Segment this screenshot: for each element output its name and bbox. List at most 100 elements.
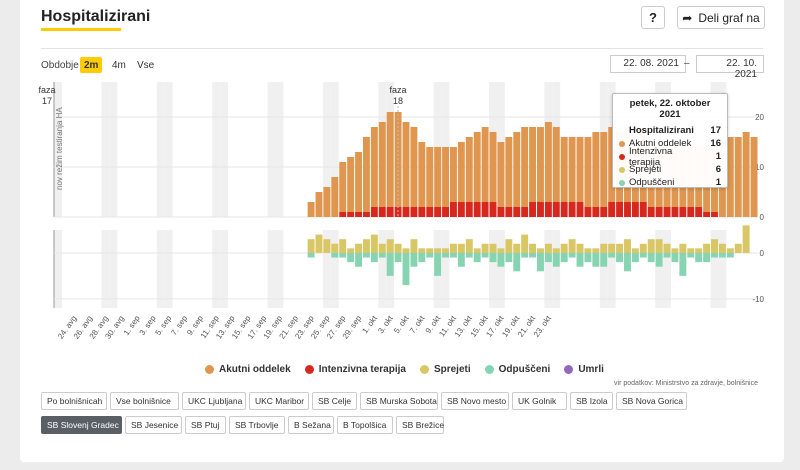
bar-acute	[489, 132, 497, 202]
bar-intensive	[663, 207, 671, 217]
period-4m-button[interactable]: 4m	[108, 57, 130, 73]
hospital-button[interactable]: SB Murska Sobota	[360, 392, 438, 410]
hospital-button[interactable]: B Topolšica	[337, 416, 393, 434]
weekend-band	[275, 82, 284, 217]
bar-discharged	[639, 252, 647, 258]
bar-admitted	[655, 239, 663, 253]
legend-item[interactable]: Odpuščeni	[484, 364, 550, 375]
hospital-button[interactable]: B Sežana	[288, 416, 334, 434]
bar-discharged	[576, 252, 584, 267]
tooltip-row: Odpuščeni 1	[619, 176, 721, 189]
period-all-button[interactable]: Vse	[133, 57, 158, 73]
weekend-band	[212, 230, 221, 308]
period-2m-button[interactable]: 2m	[80, 57, 103, 73]
bar-intensive	[576, 202, 584, 217]
hospital-button[interactable]: Vse bolnišnice	[110, 392, 179, 410]
bar-intensive	[410, 207, 418, 217]
page-title: Hospitalizirani	[41, 8, 151, 25]
bar-acute	[529, 127, 537, 202]
bar-acute	[544, 122, 552, 202]
bar-intensive	[592, 207, 600, 217]
hospital-button[interactable]: UKC Ljubljana	[182, 392, 246, 410]
hospital-button[interactable]: SB Celje	[312, 392, 357, 410]
bar-admitted	[576, 243, 584, 253]
weekend-band	[54, 230, 62, 308]
date-to-input[interactable]: 22. 10. 2021	[696, 55, 764, 80]
bar-admitted	[552, 248, 560, 253]
hospital-button[interactable]: SB Slovenj Gradec	[41, 416, 122, 434]
hospital-button[interactable]: SB Izola	[570, 392, 613, 410]
hospital-button[interactable]: Po bolnišnicah	[41, 392, 107, 410]
bar-acute	[402, 122, 410, 207]
bar-admitted	[687, 248, 695, 253]
bar-admitted	[434, 248, 442, 253]
hospital-button[interactable]: UKC Maribor	[249, 392, 309, 410]
weekend-band	[267, 230, 276, 308]
bar-discharged	[442, 252, 450, 258]
bar-intensive	[537, 202, 544, 217]
bar-acute	[560, 137, 568, 202]
hospital-button[interactable]: SB Nova Gorica	[616, 392, 687, 410]
bar-acute	[734, 137, 742, 217]
hospital-button[interactable]: SB Novo mesto	[441, 392, 509, 410]
bar-intensive	[568, 202, 576, 217]
bar-discharged	[394, 252, 402, 263]
legend-item[interactable]: Akutni oddelek	[205, 364, 291, 375]
bar-acute	[386, 112, 394, 207]
bar-discharged	[434, 252, 442, 276]
weekend-band	[330, 82, 339, 217]
bar-acute	[450, 147, 457, 202]
weekend-band	[101, 82, 110, 217]
bar-admitted	[347, 248, 355, 253]
bar-admitted	[616, 243, 624, 253]
bar-intensive	[442, 207, 450, 217]
bar-admitted	[679, 243, 687, 253]
weekend-band	[489, 230, 497, 308]
bar-admitted	[513, 243, 521, 253]
bar-acute	[552, 127, 560, 202]
bar-admitted	[711, 239, 718, 253]
hospital-button[interactable]: SB Brežice	[396, 416, 444, 434]
bar-acute	[513, 132, 521, 207]
bar-acute	[307, 202, 315, 217]
weekend-band	[544, 230, 553, 308]
bar-admitted	[726, 248, 734, 253]
bar-intensive	[386, 207, 394, 217]
legend-item[interactable]: Sprejeti	[419, 364, 471, 375]
bar-intensive	[671, 207, 679, 217]
bar-intensive	[481, 202, 489, 217]
help-button[interactable]: ?	[641, 6, 665, 29]
legend-dot	[419, 365, 429, 374]
bar-admitted	[592, 248, 600, 253]
bar-intensive	[347, 212, 355, 217]
bar-admitted	[521, 234, 529, 253]
hospital-button[interactable]: SB Jesenice	[125, 416, 182, 434]
bar-admitted	[718, 243, 726, 253]
share-button[interactable]: ➦ Deli graf na	[677, 6, 765, 29]
bar-intensive	[418, 207, 426, 217]
bar-intensive	[560, 202, 568, 217]
bar-discharged	[386, 252, 394, 276]
bar-acute	[505, 137, 513, 207]
bar-acute	[410, 127, 418, 207]
bar-admitted	[505, 239, 513, 253]
date-from-input[interactable]: 22. 08. 2021	[610, 55, 686, 73]
legend-item[interactable]: Umrli	[564, 364, 604, 375]
hospital-button[interactable]: UK Golnik	[512, 392, 567, 410]
legend-label: Sprejeti	[433, 364, 471, 375]
bar-discharged	[426, 252, 434, 258]
bar-discharged	[671, 252, 679, 263]
hospital-button[interactable]: SB Trbovlje	[229, 416, 285, 434]
bar-discharged	[497, 252, 505, 267]
bar-intensive	[608, 202, 616, 217]
hospital-button[interactable]: SB Ptuj	[185, 416, 226, 434]
tooltip-dot	[619, 166, 625, 173]
legend-dot	[304, 365, 314, 374]
weekend-band	[156, 230, 165, 308]
tooltip-value: 1	[715, 151, 721, 162]
weekend-band	[663, 230, 671, 308]
bar-admitted	[378, 243, 386, 253]
legend-item[interactable]: Intenzivna terapija	[304, 364, 406, 375]
bar-admitted	[703, 243, 711, 253]
bar-acute	[315, 192, 323, 217]
